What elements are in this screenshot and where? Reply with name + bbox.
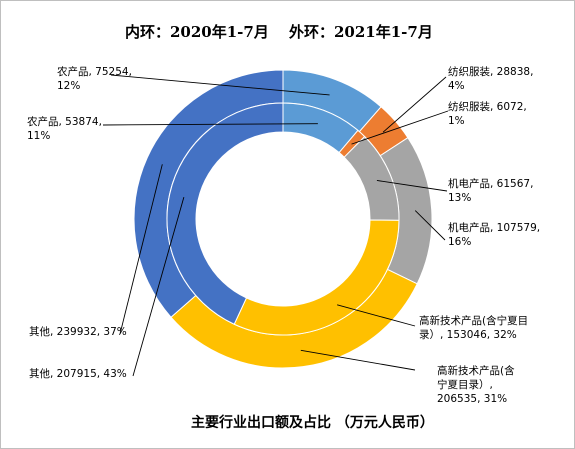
inner-leader-agri: [102, 123, 318, 126]
outer-label-agri: 12%: [57, 80, 80, 92]
outer-leader-other: [119, 164, 163, 335]
inner-label-hightech: 录）, 153046, 32%: [419, 329, 517, 341]
outer-label-electromech: 机电产品, 107579,: [448, 221, 540, 234]
data-labels: 农产品, 53874, 11% 纺织服装, 6072, 1% 机电产品, 61567, 1…: [27, 65, 540, 405]
inner-leader-electromech: [376, 180, 448, 192]
outer-label-hightech: 宁夏目录）,: [437, 378, 493, 391]
inner-leader-textile: [351, 110, 449, 145]
inner-label-other: 其他, 207915, 43%: [29, 367, 127, 380]
inner-leader-hightech: [337, 304, 416, 327]
outer-label-textile: 4%: [448, 80, 465, 92]
inner-ring: [166, 102, 400, 336]
inner-slice-other: [166, 102, 284, 325]
outer-leader-hightech: [300, 349, 416, 371]
inner-label-agri: 农产品, 53874,: [27, 115, 102, 128]
chart-title: 主要行业出口额及占比 （万元人民币）: [191, 414, 434, 431]
outer-label-other: 其他, 239932, 37%: [29, 325, 127, 338]
outer-label-electromech: 16%: [448, 236, 471, 248]
outer-label-hightech: 206535, 31%: [437, 393, 507, 405]
inner-leader-other: [132, 197, 185, 377]
outer-label-agri: 农产品, 75254,: [57, 65, 132, 78]
outer-label-textile: 纺织服装, 28838,: [448, 65, 533, 78]
inner-label-textile: 1%: [448, 115, 465, 127]
leader-lines: [102, 74, 449, 377]
inner-label-textile: 纺织服装, 6072,: [448, 100, 527, 113]
outer-label-hightech: 高新技术产品(含: [437, 364, 515, 377]
outer-leader-electromech: [414, 210, 446, 241]
inner-label-hightech: 高新技术产品(含宁夏目: [419, 314, 528, 327]
inner-label-agri: 11%: [27, 130, 50, 142]
inner-label-electromech: 13%: [448, 192, 471, 204]
inner-ring-legend: 内环：2020年1-7月: [125, 23, 269, 41]
outer-leader-agri: [110, 74, 330, 96]
outer-ring-legend: 外环：2021年1-7月: [288, 23, 433, 41]
outer-leader-textile: [382, 76, 447, 133]
inner-label-electromech: 机电产品, 61567,: [448, 177, 533, 190]
